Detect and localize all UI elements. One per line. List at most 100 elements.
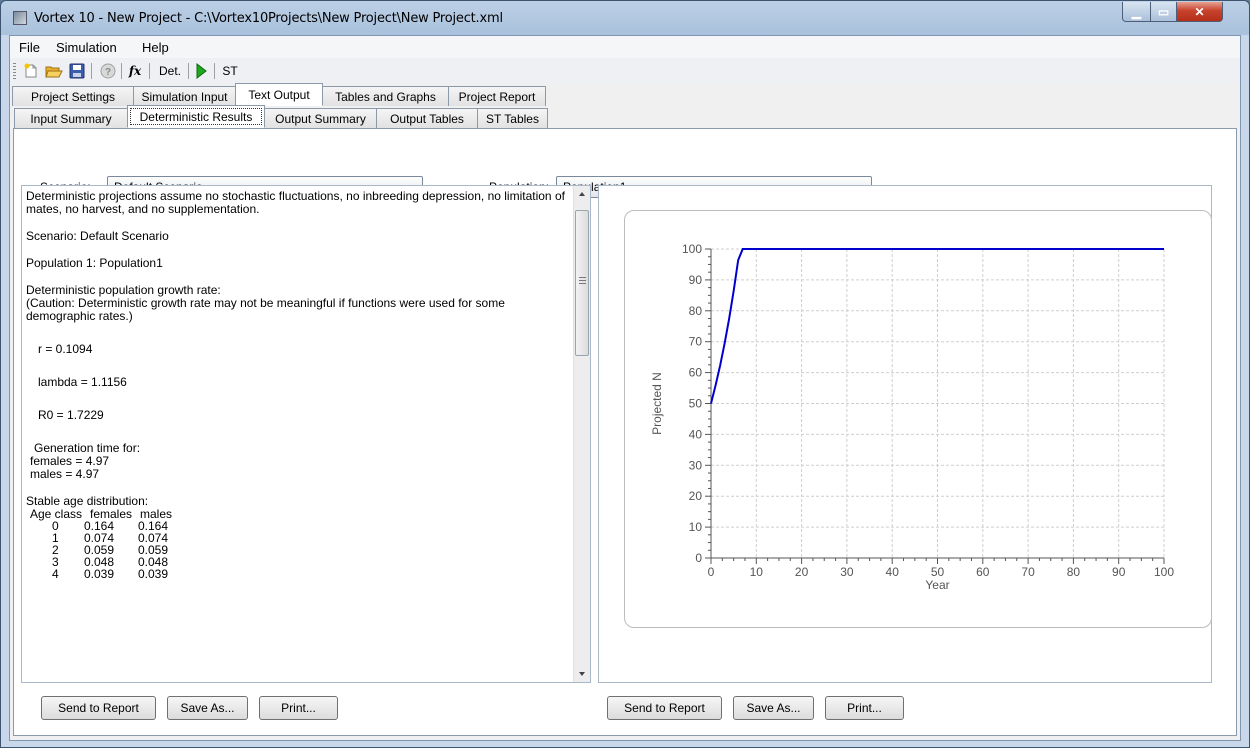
grip-icon [579, 277, 586, 284]
y-tick-label: 90 [689, 273, 703, 287]
x-tick-label: 0 [708, 565, 715, 579]
menu-file[interactable]: File [19, 40, 40, 55]
y-tick-label: 60 [689, 366, 703, 380]
scroll-down-button[interactable] [574, 665, 590, 682]
help-icon: ? [100, 63, 116, 79]
projected-n-line [710, 248, 1164, 404]
functions-button[interactable]: fx [128, 64, 142, 78]
tab-st-tables[interactable]: ST Tables [477, 108, 548, 128]
y-tick-label: 0 [695, 551, 702, 565]
y-tick-label: 100 [682, 242, 702, 256]
save-disk-icon [69, 63, 85, 79]
vertical-scrollbar[interactable] [573, 186, 590, 682]
table-cell: 3 [52, 555, 59, 569]
population-line: Population 1: Population1 [26, 256, 163, 270]
right-save-as-button[interactable]: Save As... [733, 696, 814, 720]
r0-value: R0 = 1.7229 [38, 408, 104, 422]
st-button[interactable]: ST [222, 64, 238, 78]
sub-tab-row: Input Summary Deterministic Results Outp… [10, 105, 1240, 128]
menu-simulation[interactable]: Simulation [56, 40, 117, 55]
y-tick-label: 80 [689, 304, 703, 318]
maximize-button[interactable]: ▭ [1150, 2, 1177, 22]
toolbar: ? fx Det. ST [10, 58, 1240, 84]
x-tick-label: 70 [1021, 565, 1035, 579]
table-row: 1 0.074 0.074 [26, 532, 174, 544]
y-tick-label: 70 [689, 335, 703, 349]
save-project-button[interactable] [68, 62, 86, 80]
text-output-content: Deterministic projections assume no stoc… [26, 189, 570, 581]
scrollbar-thumb[interactable] [575, 210, 589, 356]
table-cell: 2 [52, 543, 59, 557]
toolbar-separator [149, 63, 150, 79]
chart-ticks: 0 10 20 30 40 50 60 70 80 90 100 0 10 20 30 40 50 60 70 80 9… [682, 242, 1174, 579]
tab-deterministic-results[interactable]: Deterministic Results [127, 105, 265, 128]
maximize-icon: ▭ [1157, 4, 1170, 19]
arrow-down-icon [579, 672, 585, 676]
generation-heading: Generation time for: [34, 441, 141, 455]
table-cell: 0.039 [138, 567, 169, 581]
table-cell: 4 [52, 567, 59, 581]
table-cell: 0.048 [84, 555, 115, 569]
projection-chart: 0 10 20 30 40 50 60 70 80 90 100 0 10 20 30 40 50 60 70 80 9… [650, 242, 1174, 592]
scenario-line: Scenario: Default Scenario [26, 229, 169, 243]
tab-project-report[interactable]: Project Report [448, 86, 546, 106]
title-bar[interactable]: Vortex 10 - New Project - C:\Vortex10Pro… [1, 1, 1249, 35]
left-print-button[interactable]: Print... [259, 696, 338, 720]
minimize-button[interactable]: ▁ [1122, 2, 1151, 22]
chart-frame: 0 10 20 30 40 50 60 70 80 90 100 0 10 20 30 40 50 60 70 80 9… [624, 210, 1212, 628]
toolbar-separator [91, 63, 92, 79]
chart-series [710, 248, 1164, 404]
right-print-button[interactable]: Print... [825, 696, 904, 720]
x-tick-label: 90 [1112, 565, 1126, 579]
run-simulation-button[interactable] [193, 62, 209, 80]
minimize-icon: ▁ [1131, 4, 1142, 19]
deterministic-button[interactable]: Det. [158, 64, 181, 78]
table-row: 4 0.039 0.039 [26, 568, 174, 580]
left-save-as-button[interactable]: Save As... [167, 696, 248, 720]
tab-project-settings[interactable]: Project Settings [12, 86, 134, 106]
generation-males: males = 4.97 [30, 467, 100, 481]
right-send-to-report-button[interactable]: Send to Report [607, 696, 722, 720]
tab-simulation-input[interactable]: Simulation Input [133, 86, 236, 106]
tab-input-summary[interactable]: Input Summary [14, 108, 128, 128]
help-button[interactable]: ? [99, 62, 117, 80]
x-tick-label: 100 [1154, 565, 1174, 579]
open-project-button[interactable] [44, 62, 64, 80]
table-cell: 0 [52, 519, 59, 533]
close-button[interactable]: ✕ [1176, 2, 1223, 22]
x-tick-label: 30 [840, 565, 854, 579]
svg-text:?: ? [105, 67, 111, 78]
y-tick-label: 50 [689, 397, 703, 411]
y-tick-label: 20 [689, 489, 703, 503]
table-cell: 0.164 [84, 519, 115, 533]
x-axis-label: Year [925, 578, 949, 592]
x-tick-label: 20 [795, 565, 809, 579]
table-row: 0 0.164 0.164 [26, 520, 174, 532]
toolbar-grip[interactable] [13, 63, 16, 79]
table-cell: 0.048 [138, 555, 169, 569]
window-title: Vortex 10 - New Project - C:\Vortex10Pro… [34, 11, 503, 26]
growth-caution: (Caution: Deterministic growth rate may … [26, 296, 505, 323]
scroll-up-button[interactable] [574, 186, 590, 203]
toolbar-separator [188, 63, 189, 79]
text-output-pane[interactable]: Deterministic projections assume no stoc… [21, 185, 591, 683]
x-tick-label: 60 [976, 565, 990, 579]
close-icon: ✕ [1194, 4, 1205, 19]
table-row: 2 0.059 0.059 [26, 544, 174, 556]
tab-output-summary[interactable]: Output Summary [264, 108, 377, 128]
menu-help[interactable]: Help [142, 40, 169, 55]
tab-text-output[interactable]: Text Output [235, 83, 323, 106]
tab-output-tables[interactable]: Output Tables [376, 108, 478, 128]
table-row: 3 0.048 0.048 [26, 556, 174, 568]
table-cell: 0.074 [138, 531, 169, 545]
x-tick-label: 40 [886, 565, 900, 579]
tab-tables-and-graphs[interactable]: Tables and Graphs [322, 86, 449, 106]
generation-females: females = 4.97 [30, 454, 110, 468]
main-tab-row: Project Settings Simulation Input Text O… [10, 83, 1240, 106]
new-file-icon [24, 63, 37, 78]
new-project-button[interactable] [22, 62, 40, 80]
intro-text: Deterministic projections assume no stoc… [26, 189, 565, 216]
toolbar-separator [214, 63, 215, 79]
left-send-to-report-button[interactable]: Send to Report [41, 696, 156, 720]
